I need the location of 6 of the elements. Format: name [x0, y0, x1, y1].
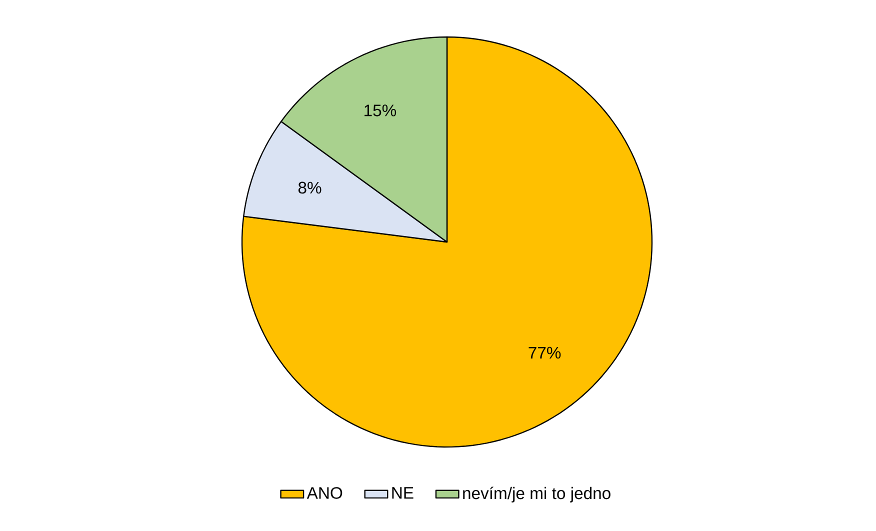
legend-label: NE: [392, 487, 414, 499]
data-label: 8%: [298, 182, 322, 194]
data-label: 77%: [528, 346, 561, 359]
data-label: 15%: [364, 104, 396, 116]
legend-label: ANO: [306, 487, 342, 499]
legend-label: nevím/je mi to jedno: [463, 486, 610, 502]
